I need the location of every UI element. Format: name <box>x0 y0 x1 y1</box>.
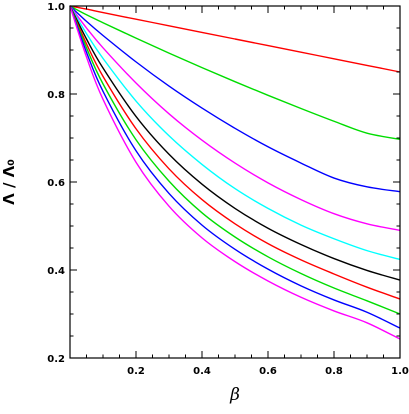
series-line-5 <box>69 5 401 261</box>
plot-frame <box>69 5 401 359</box>
series-line-6 <box>69 5 401 281</box>
ticks-layer <box>69 5 401 359</box>
x-tick-label: 0.8 <box>325 366 343 377</box>
series-line-7 <box>69 5 401 300</box>
series-layer <box>69 5 401 340</box>
series-line-2 <box>69 5 401 141</box>
series-line-10 <box>69 5 401 340</box>
x-tick-label: 0.4 <box>193 366 211 377</box>
x-axis-label: β <box>229 385 240 405</box>
y-tick-label: 0.8 <box>47 90 65 101</box>
series-line-1 <box>69 5 401 73</box>
y-tick-label: 0.2 <box>47 354 65 365</box>
series-line-8 <box>69 5 401 315</box>
tick-labels-layer: 0.2 0.4 0.6 0.8 1.0 0.2 0.4 0.6 0.8 1.0 <box>47 2 409 377</box>
x-tick-label: 0.6 <box>259 366 277 377</box>
x-tick-label: 1.0 <box>391 366 409 377</box>
x-tick-label: 0.2 <box>127 366 145 377</box>
y-tick-label: 0.6 <box>47 178 65 189</box>
series-line-3 <box>69 5 401 193</box>
y-tick-label: 1.0 <box>47 2 65 13</box>
y-axis-label: Λ / Λ₀ <box>0 159 18 205</box>
y-tick-label: 0.4 <box>47 266 65 277</box>
series-line-9 <box>69 5 401 329</box>
series-line-4 <box>69 5 401 232</box>
